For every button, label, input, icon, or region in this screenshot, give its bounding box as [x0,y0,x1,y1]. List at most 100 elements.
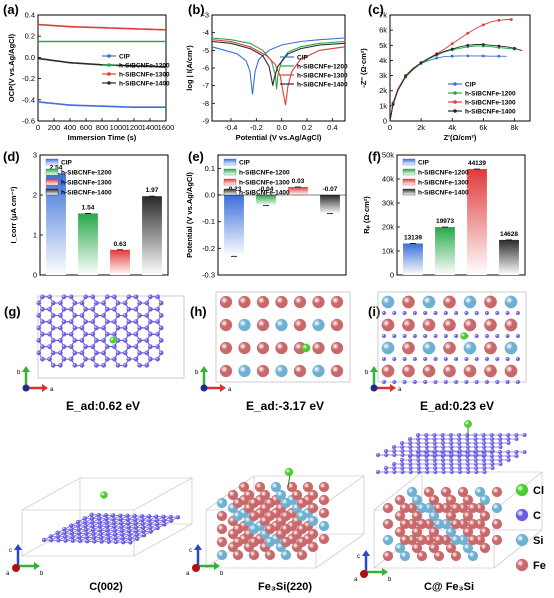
atom-legend-label: Cl [533,485,544,497]
c-atom [122,300,128,306]
c-atom [381,379,387,385]
fe-atom [463,364,477,378]
c-atom [61,344,67,349]
c-atom [83,331,88,337]
c-axis-dot [370,384,378,392]
fe-atom [286,481,298,493]
fe-atom [216,523,228,535]
c-atom [115,363,121,368]
plot-frame [389,14,531,122]
c-atom [449,452,454,458]
fe-atom [254,481,266,493]
c-atom [99,539,104,544]
c-atom [443,356,448,362]
legend-swatch [402,178,416,186]
structure-caption: C(002) [89,581,123,593]
c-atom [441,448,446,454]
fe-atom [312,295,325,309]
c-atom [399,457,405,463]
structure-3d-fe3si: c b a Fe₃Si(220) [186,467,365,593]
legend-marker [453,82,457,86]
c-atom [522,432,527,438]
c-atom [58,325,63,331]
cell-edge [373,471,423,511]
c-atom [490,448,495,454]
si-atom [232,510,244,522]
b-axis-head [22,366,30,372]
c-atom [495,379,500,385]
atom-legend-label: Fe [533,560,546,572]
c-atom [126,306,132,312]
x-tick-label: 8k [510,123,518,132]
y-tick-label: 3k [379,71,387,80]
c-atom [506,436,511,442]
c-atom [432,457,437,463]
c-atom [464,379,469,385]
si-atom [479,494,491,506]
a-axis-label: a [354,577,358,583]
c-atom [505,356,510,362]
c-atom [122,325,128,331]
c-atom [498,457,503,463]
c-atom [515,356,520,362]
c-atom [36,300,42,306]
cl-atom [515,483,529,497]
si-atom [394,542,406,554]
c-atom [425,469,430,475]
c-atom [94,350,99,356]
atom-legend: Cl C Si Fe [515,483,546,572]
y-tick-label: 6k [379,26,387,35]
x-tick-label: 600 [80,123,93,132]
fe-atom [238,481,250,493]
c-atom [402,356,407,362]
c-axis-dot [200,384,208,392]
c-atom [50,313,56,318]
fe-atom [399,518,411,530]
c-atom [90,294,96,300]
c-atom [133,344,139,349]
c-atom [412,379,417,385]
c-atom [432,432,437,438]
b-axis-label: b [220,571,224,577]
si-atom [504,295,518,309]
c-atom [433,448,438,454]
series-line [37,23,166,31]
b-axis-label: b [17,370,21,376]
y-tick-label: 7k [379,11,387,20]
legend-marker [107,81,111,85]
fe-atom [256,295,270,309]
c-atom [61,319,67,325]
fe-atom [280,536,292,548]
c-atom [72,363,78,368]
c-atom [399,440,405,446]
c-atom [133,331,139,337]
c-atom [482,461,487,467]
c-atom [433,310,438,316]
chart-panel-b: -0.4 -0.2 0.0 0.2 0.4 -9 -8 -7 -6 -5 -4 -3 Potential… [185,2,348,142]
legend-entry: h-SiBCNFe-1400 [418,190,469,197]
c-atom [158,313,164,318]
a-axis-dot [360,570,368,578]
cl-atom [464,420,472,428]
c-atom [83,294,88,300]
fe-atom [275,341,288,355]
legend-swatch [45,168,59,176]
c-atom [408,469,413,475]
x-tick-label: 0 [36,123,40,132]
fe-atom [280,523,292,535]
fe-atom [307,502,319,514]
c-atom [47,344,52,349]
c-atom [448,432,453,438]
c-atom [416,461,421,467]
c-atom [408,457,413,463]
c-atom [408,461,413,467]
fe-atom [264,510,276,522]
c-atom [514,449,519,455]
fe-atom [219,364,233,378]
x-tick-label: -0.2 [250,123,263,132]
c-atom [148,356,153,362]
c-atom [158,350,164,356]
fe-atom [227,489,239,501]
fe-atom [238,295,251,309]
si-atom [462,542,474,554]
